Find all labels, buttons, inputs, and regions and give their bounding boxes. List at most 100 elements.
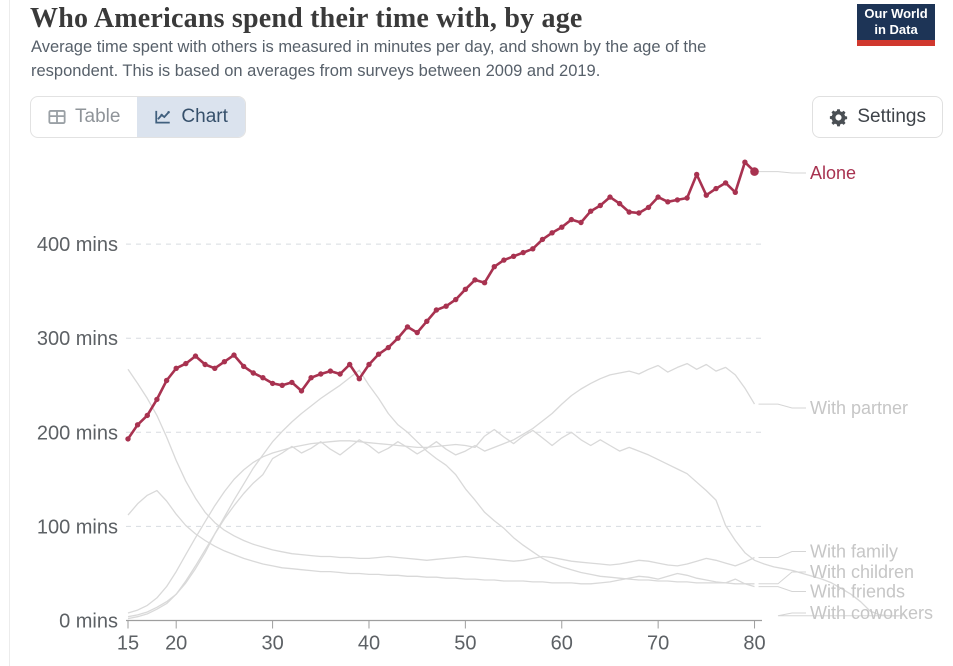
series-point <box>366 361 372 368</box>
series-line-with-friends[interactable] <box>127 489 755 588</box>
series-point <box>520 249 526 256</box>
series-point <box>530 246 536 252</box>
chart-subtitle: Average time spent with others is measur… <box>31 38 707 80</box>
series-point <box>298 388 305 394</box>
series-endpoint-alone <box>750 167 759 176</box>
settings-label: Settings <box>857 106 926 127</box>
series-point <box>241 363 247 370</box>
series-line-with-coworkers[interactable] <box>127 428 900 617</box>
series-point <box>221 359 228 365</box>
series-point <box>674 197 681 203</box>
series-point <box>588 208 594 214</box>
series-line-with-family[interactable] <box>127 368 755 567</box>
series-line-with-partner[interactable] <box>127 362 756 620</box>
label-connector-with-friends <box>758 586 806 592</box>
series-point <box>144 412 150 419</box>
series-point <box>481 280 488 286</box>
series-point <box>385 344 391 351</box>
series-point <box>713 185 719 192</box>
series-point <box>231 352 237 358</box>
label-connector-alone <box>758 171 806 174</box>
label-connector-with-partner <box>758 403 806 409</box>
line-chart-icon <box>155 110 171 124</box>
x-tick-label-20: 20 <box>165 633 187 655</box>
series-point <box>433 307 440 313</box>
series-point <box>491 264 497 270</box>
series-point <box>549 230 555 236</box>
tab-chart-label: Chart <box>181 106 228 127</box>
series-point <box>154 396 160 403</box>
series-point <box>732 189 738 195</box>
table-icon <box>48 110 66 124</box>
series-point <box>289 379 295 386</box>
label-connector-with-coworkers <box>777 612 904 617</box>
y-tick-label-300: 300 mins <box>37 328 118 350</box>
series-label-with-friends[interactable]: With friends <box>810 582 905 602</box>
series-line-alone[interactable] <box>126 160 756 440</box>
label-connector-with-children <box>758 571 806 585</box>
series-point <box>694 171 700 178</box>
series-point <box>568 216 575 223</box>
tab-chart[interactable]: Chart <box>137 97 245 137</box>
series-point <box>260 375 266 381</box>
view-tabs: Table Chart <box>30 96 246 138</box>
series-point <box>636 210 642 216</box>
gear-icon <box>830 108 848 126</box>
series-point <box>327 368 334 374</box>
series-point <box>665 199 671 205</box>
x-tick-label-80: 80 <box>743 633 765 655</box>
series-point <box>616 200 623 207</box>
series-label-with-coworkers[interactable]: With coworkers <box>810 603 933 623</box>
series-point <box>684 195 690 201</box>
x-tick-label-40: 40 <box>358 633 380 655</box>
x-tick-label-50: 50 <box>454 633 476 655</box>
series-point <box>279 382 285 388</box>
x-tick-label-15: 15 <box>117 633 139 655</box>
series-point <box>202 361 208 368</box>
series-point <box>347 361 353 368</box>
series-point <box>472 277 478 283</box>
series-label-with-family[interactable]: With family <box>810 542 898 562</box>
series-point <box>539 236 546 243</box>
series-point <box>173 365 179 371</box>
series-point <box>578 219 584 226</box>
series-point <box>655 194 661 200</box>
series-point <box>404 324 411 330</box>
y-tick-label-100: 100 mins <box>37 516 118 538</box>
x-tick-label-30: 30 <box>261 633 283 655</box>
series-point <box>453 296 459 303</box>
series-point <box>308 375 314 381</box>
series-point <box>134 422 141 428</box>
series-point <box>742 159 748 165</box>
page-title: Who Americans spend their time with, by … <box>30 3 583 34</box>
series-point <box>356 376 362 382</box>
series-point <box>163 377 170 384</box>
series-point <box>510 253 517 259</box>
series-point <box>703 192 709 198</box>
x-tick-label-60: 60 <box>551 633 573 655</box>
series-line-with-children[interactable] <box>127 369 755 618</box>
series-label-alone[interactable]: Alone <box>810 163 856 183</box>
owid-logo[interactable]: Our World in Data <box>857 4 935 46</box>
y-tick-label-400: 400 mins <box>37 234 118 256</box>
tab-table[interactable]: Table <box>31 97 137 137</box>
series-label-with-children[interactable]: With children <box>810 562 914 582</box>
series-point <box>125 436 131 442</box>
series-point <box>337 371 343 377</box>
series-point <box>559 224 565 230</box>
series-point <box>443 303 449 309</box>
series-point <box>607 194 613 200</box>
series-point <box>414 329 420 336</box>
series-point <box>424 318 430 324</box>
series-point <box>250 370 256 376</box>
series-point <box>183 360 189 367</box>
series-point <box>269 380 276 387</box>
frame-left-border <box>9 0 10 666</box>
y-tick-label-200: 200 mins <box>37 422 118 444</box>
settings-button[interactable]: Settings <box>812 96 943 138</box>
series-label-with-partner[interactable]: With partner <box>810 398 908 418</box>
tab-table-label: Table <box>75 106 121 127</box>
series-point <box>318 371 324 377</box>
